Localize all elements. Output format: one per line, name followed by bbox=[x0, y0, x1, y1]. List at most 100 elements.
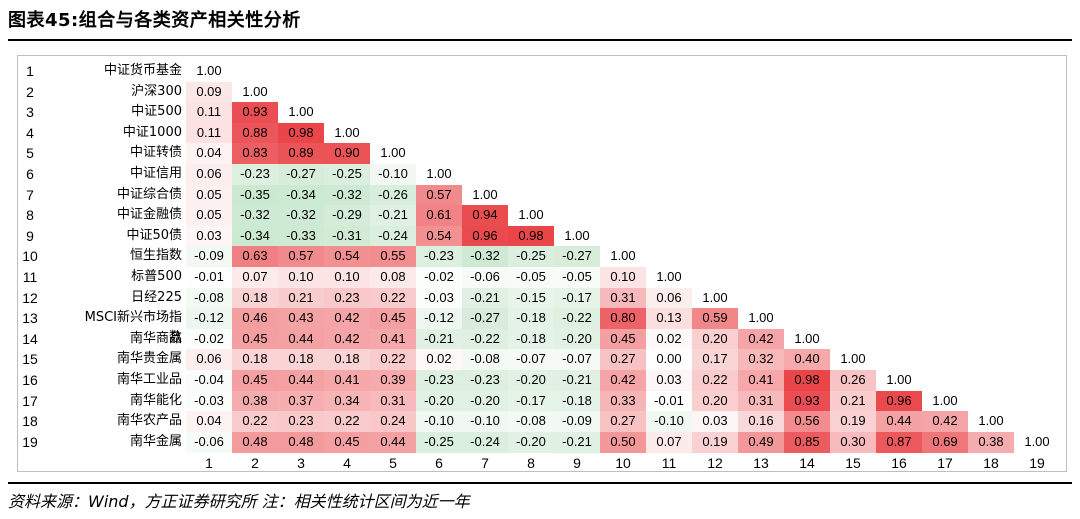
row-label: 南华农产品 bbox=[116, 413, 182, 429]
heatmap-cell: -0.23 bbox=[416, 370, 462, 392]
heatmap-cell: 1.00 bbox=[370, 143, 416, 165]
heatmap-cell: 0.18 bbox=[232, 349, 278, 371]
heatmap-cell: -0.10 bbox=[370, 164, 416, 186]
heatmap-cell: -0.18 bbox=[508, 308, 554, 330]
heatmap-cell: 0.21 bbox=[830, 390, 876, 412]
heatmap-cell: 1.00 bbox=[876, 370, 922, 392]
heatmap-cell: 0.38 bbox=[968, 431, 1014, 453]
column-number: 14 bbox=[799, 455, 815, 472]
heatmap-cell: -0.22 bbox=[462, 328, 508, 350]
heatmap-cell: -0.23 bbox=[462, 370, 508, 392]
row-number: 6 bbox=[26, 166, 34, 182]
source-note: 资料来源：Wind，方正证券研究所 注：相关性统计区间为近一年 bbox=[8, 492, 470, 511]
heatmap-cell: 0.88 bbox=[232, 122, 278, 144]
heatmap-cell: -0.27 bbox=[462, 308, 508, 330]
heatmap-cell: -0.34 bbox=[232, 225, 278, 247]
heatmap-cell: -0.20 bbox=[462, 390, 508, 412]
heatmap-cell: 0.94 bbox=[462, 205, 508, 227]
heatmap-cell: -0.06 bbox=[462, 267, 508, 289]
heatmap-cell: 0.45 bbox=[370, 308, 416, 330]
column-number: 18 bbox=[983, 455, 999, 472]
column-number: 11 bbox=[661, 455, 677, 472]
heatmap-cell: 0.56 bbox=[784, 411, 830, 433]
heatmap-cell: 1.00 bbox=[416, 164, 462, 186]
heatmap-cell: 0.90 bbox=[324, 143, 370, 165]
heatmap-cell: -0.24 bbox=[462, 431, 508, 453]
heatmap-cell: -0.25 bbox=[416, 431, 462, 453]
heatmap-cell: 0.48 bbox=[232, 431, 278, 453]
row-number: 13 bbox=[22, 310, 38, 327]
heatmap-cell: 0.19 bbox=[692, 431, 738, 453]
heatmap-cell: 0.27 bbox=[600, 349, 646, 371]
heatmap-cell: 0.03 bbox=[646, 370, 692, 392]
title-divider bbox=[8, 39, 1072, 41]
heatmap-cell: 0.05 bbox=[186, 205, 232, 227]
heatmap-cell: 0.31 bbox=[370, 390, 416, 412]
chart-frame bbox=[17, 55, 1067, 472]
heatmap-cell: 0.18 bbox=[278, 349, 324, 371]
heatmap-cell: 0.61 bbox=[416, 205, 462, 227]
row-label: 中证1000 bbox=[122, 124, 182, 140]
heatmap-cell: 0.46 bbox=[232, 308, 278, 330]
column-number: 9 bbox=[573, 455, 581, 472]
heatmap-cell: 0.80 bbox=[600, 308, 646, 330]
row-label: 恒生指数 bbox=[129, 248, 182, 264]
heatmap-cell: 0.54 bbox=[416, 225, 462, 247]
heatmap-cell: 1.00 bbox=[692, 287, 738, 309]
heatmap-cell: -0.08 bbox=[462, 349, 508, 371]
heatmap-cell: -0.21 bbox=[416, 328, 462, 350]
heatmap-cell: -0.15 bbox=[508, 287, 554, 309]
column-number: 6 bbox=[435, 455, 443, 472]
heatmap-cell: 0.57 bbox=[416, 184, 462, 206]
heatmap-cell: -0.27 bbox=[278, 164, 324, 186]
heatmap-cell: 0.43 bbox=[278, 308, 324, 330]
heatmap-cell: 1.00 bbox=[922, 390, 968, 412]
heatmap-cell: 0.07 bbox=[646, 431, 692, 453]
row-label: 南华金属 bbox=[129, 433, 182, 449]
heatmap-cell: -0.18 bbox=[554, 390, 600, 412]
heatmap-cell: -0.08 bbox=[508, 411, 554, 433]
heatmap-cell: -0.25 bbox=[324, 164, 370, 186]
heatmap-cell: -0.05 bbox=[554, 267, 600, 289]
heatmap-cell: 0.16 bbox=[738, 411, 784, 433]
heatmap-cell: -0.32 bbox=[462, 246, 508, 268]
heatmap-cell: 0.04 bbox=[186, 143, 232, 165]
row-label: 南华工业品 bbox=[116, 372, 182, 387]
heatmap-cell: -0.08 bbox=[186, 287, 232, 309]
heatmap-cell: 1.00 bbox=[278, 102, 324, 124]
heatmap-cell: 0.22 bbox=[370, 287, 416, 309]
column-number: 12 bbox=[707, 455, 723, 472]
heatmap-cell: -0.01 bbox=[646, 390, 692, 412]
heatmap-cell: 0.00 bbox=[646, 349, 692, 371]
heatmap-cell: 0.04 bbox=[186, 411, 232, 433]
heatmap-cell: 1.00 bbox=[324, 122, 370, 144]
heatmap-cell: 0.96 bbox=[876, 390, 922, 412]
column-number: 13 bbox=[753, 455, 769, 472]
heatmap-cell: 0.45 bbox=[600, 328, 646, 350]
heatmap-cell: 0.21 bbox=[278, 287, 324, 309]
row-number: 18 bbox=[22, 413, 38, 430]
heatmap-cell: -0.32 bbox=[232, 205, 278, 227]
row-number: 10 bbox=[22, 248, 38, 265]
heatmap-cell: 0.23 bbox=[324, 287, 370, 309]
heatmap-cell: 0.96 bbox=[462, 225, 508, 247]
heatmap-cell: -0.07 bbox=[508, 349, 554, 371]
heatmap-cell: 0.06 bbox=[646, 287, 692, 309]
row-number: 3 bbox=[26, 104, 34, 121]
heatmap-cell: 0.19 bbox=[830, 411, 876, 433]
heatmap-cell: 0.22 bbox=[324, 411, 370, 433]
heatmap-cell: 0.31 bbox=[738, 390, 784, 412]
heatmap-cell: -0.02 bbox=[186, 328, 232, 350]
heatmap-cell: -0.35 bbox=[232, 184, 278, 206]
heatmap-cell: -0.18 bbox=[508, 328, 554, 350]
heatmap-cell: -0.23 bbox=[416, 246, 462, 268]
heatmap-cell: 0.98 bbox=[278, 122, 324, 144]
heatmap-cell: -0.12 bbox=[186, 308, 232, 330]
heatmap-cell: 0.20 bbox=[692, 390, 738, 412]
column-number: 17 bbox=[937, 455, 953, 472]
heatmap-cell: 0.54 bbox=[324, 246, 370, 268]
heatmap-cell: 1.00 bbox=[508, 205, 554, 227]
row-number: 4 bbox=[26, 124, 34, 141]
heatmap-cell: 0.44 bbox=[876, 411, 922, 433]
heatmap-cell: -0.32 bbox=[278, 205, 324, 227]
